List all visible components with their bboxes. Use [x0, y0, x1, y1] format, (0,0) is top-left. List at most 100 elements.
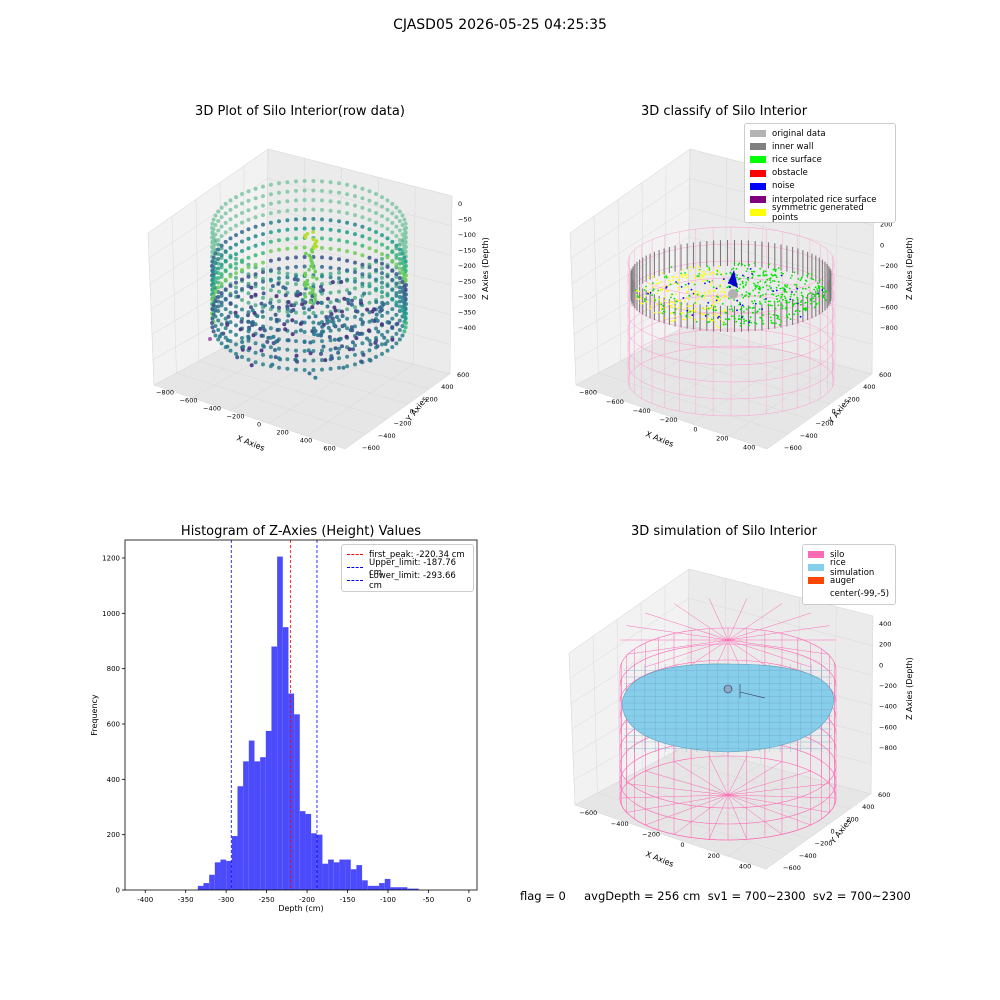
data-point: [274, 317, 279, 322]
classified-point: [735, 320, 738, 323]
data-point: [285, 281, 290, 286]
data-point: [228, 348, 233, 353]
data-point: [240, 277, 244, 282]
classified-point: [683, 308, 685, 310]
data-point: [246, 262, 251, 267]
silo-ring: [627, 243, 835, 315]
data-point: [353, 343, 357, 348]
data-point: [268, 345, 273, 350]
data-point: [210, 268, 215, 273]
grid-line: [302, 158, 306, 335]
data-point: [323, 358, 328, 363]
data-point: [250, 308, 255, 313]
data-point: [278, 357, 283, 362]
data-point: [331, 320, 336, 324]
classified-point: [734, 317, 736, 320]
histogram-bar: [339, 859, 346, 890]
data-point: [385, 253, 390, 258]
data-point: [223, 211, 228, 216]
classified-point: [660, 307, 662, 310]
classified-point: [777, 267, 780, 269]
data-point: [234, 351, 238, 356]
histogram-bar: [220, 859, 227, 890]
data-point: [397, 285, 402, 290]
data-point: [277, 190, 281, 195]
classified-point: [720, 290, 723, 293]
data-point: [268, 288, 273, 293]
classified-point: [658, 311, 661, 314]
p4-rice-surface: [621, 663, 835, 753]
classified-point: [663, 276, 666, 278]
data-point: [302, 320, 307, 325]
data-point: [360, 186, 365, 191]
classified-point: [810, 297, 813, 300]
grid-line: [870, 615, 874, 795]
obstacle-marker: [728, 270, 738, 288]
silo-cone-rib: [727, 770, 811, 796]
classified-point: [758, 287, 761, 290]
data-point: [228, 207, 233, 212]
data-point: [311, 273, 316, 277]
data-point: [303, 233, 307, 238]
classified-point: [737, 263, 740, 266]
classified-point: [773, 300, 776, 303]
classified-point: [784, 307, 787, 309]
data-point: [328, 208, 333, 213]
data-point: [228, 293, 233, 298]
silo-roof-rib: [727, 639, 783, 677]
classified-point: [745, 308, 748, 310]
data-point: [309, 259, 314, 263]
data-point: [313, 269, 318, 274]
classified-point: [738, 315, 741, 317]
data-point: [308, 286, 313, 290]
p2-pane-floor: [575, 324, 873, 450]
classified-point: [758, 291, 760, 294]
classified-point: [775, 274, 777, 277]
data-point: [302, 301, 307, 306]
data-point: [216, 242, 221, 247]
silo-roof-rib: [708, 639, 729, 682]
silo-cone-rib: [727, 761, 783, 796]
legend-swatch: [750, 169, 766, 177]
data-point: [246, 336, 251, 340]
data-point: [223, 345, 228, 350]
data-point: [210, 316, 215, 321]
silo-roof-rib: [727, 639, 811, 668]
histogram-bar: [379, 883, 385, 890]
data-point: [240, 269, 244, 274]
data-point: [285, 328, 290, 333]
data-point: [373, 340, 378, 345]
classified-point: [727, 318, 730, 320]
classified-point: [777, 315, 779, 318]
classified-point: [769, 304, 772, 307]
grid-line: [728, 363, 836, 437]
histogram-bar: [248, 740, 255, 890]
classified-point: [716, 295, 718, 298]
data-point: [314, 244, 319, 249]
classified-point: [759, 302, 762, 305]
data-point: [320, 207, 324, 212]
classified-point: [671, 301, 674, 304]
data-point: [390, 258, 395, 263]
data-point: [353, 222, 357, 227]
data-point: [320, 198, 324, 203]
data-point: [250, 320, 255, 325]
grid-line: [688, 295, 873, 345]
z-tick-label: −400: [880, 283, 898, 291]
data-point: [366, 328, 371, 333]
histogram-bar: [254, 761, 261, 890]
classified-point: [655, 282, 658, 285]
data-point: [374, 239, 378, 244]
data-point: [320, 274, 324, 279]
data-point: [307, 253, 312, 258]
data-point: [400, 299, 405, 303]
classified-point: [781, 305, 784, 307]
x-tick-label: -300: [218, 896, 234, 904]
classified-point: [789, 277, 792, 279]
histogram-bar: [197, 885, 204, 890]
classified-point: [808, 293, 810, 295]
data-point: [286, 338, 291, 343]
classified-point: [742, 286, 745, 289]
y-tick-label: 1200: [102, 554, 120, 562]
classified-point: [759, 301, 761, 303]
